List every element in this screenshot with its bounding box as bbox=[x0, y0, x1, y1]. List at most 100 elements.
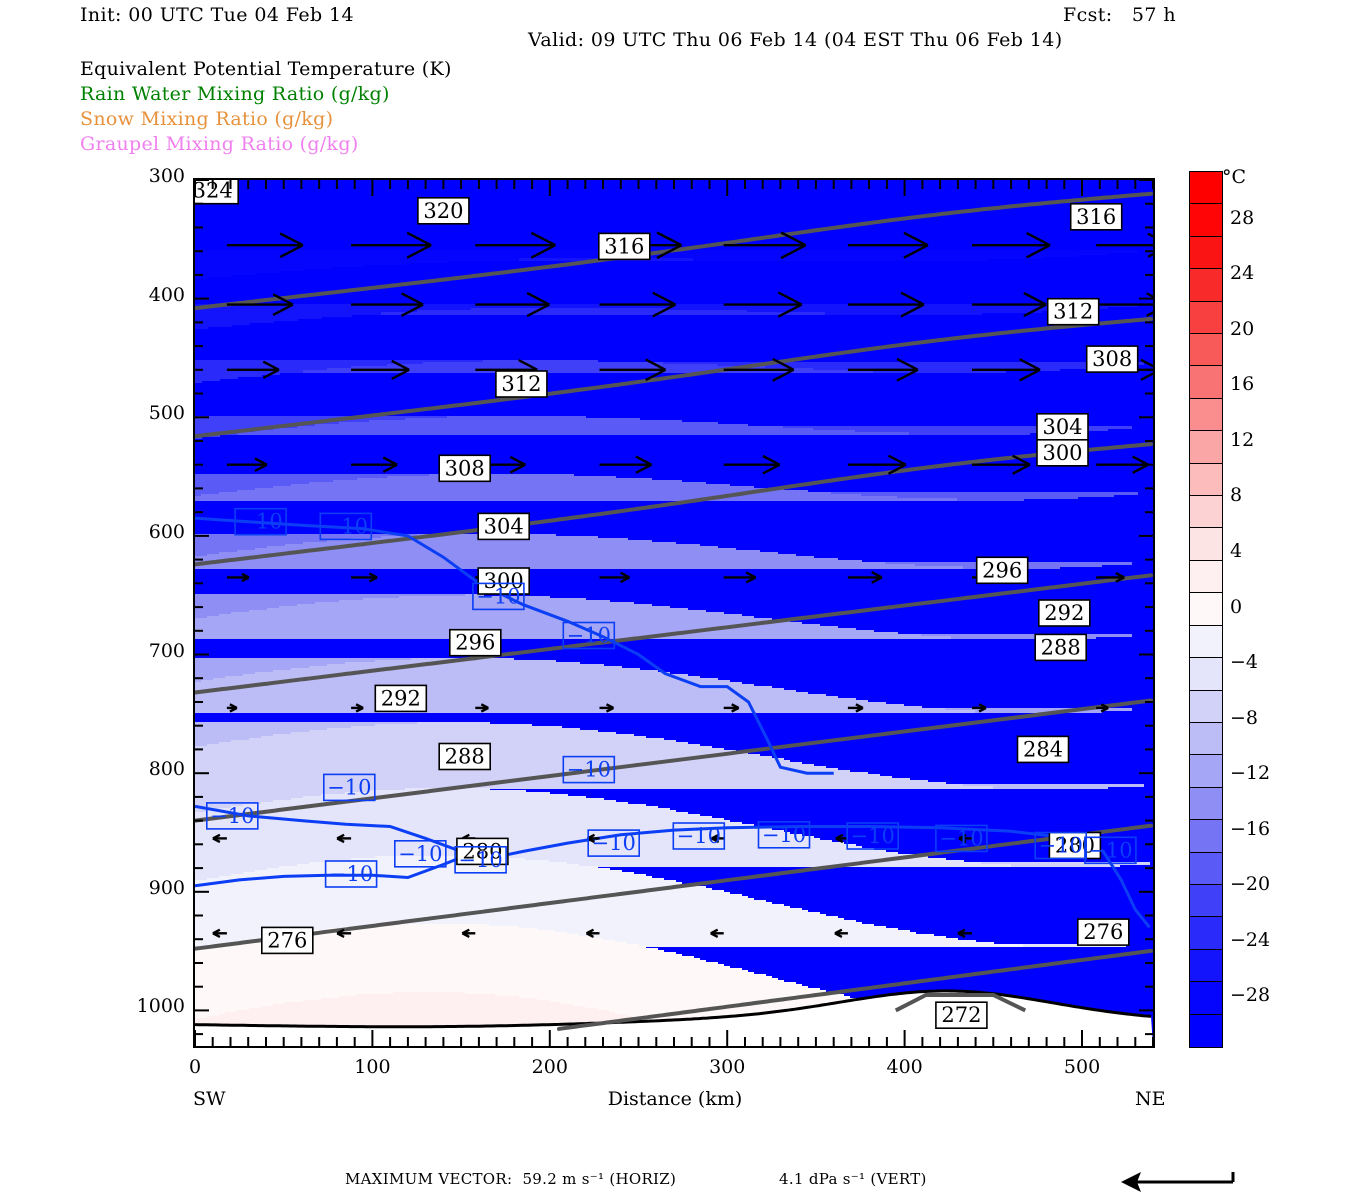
colorbar-tick-14: −28 bbox=[1230, 984, 1271, 1007]
contour-label-box bbox=[477, 567, 531, 595]
wind-vector-head bbox=[254, 457, 268, 473]
contour-label-box bbox=[438, 742, 491, 771]
colorbar-tick-7: 0 bbox=[1230, 595, 1243, 618]
y-tick-900: 900 bbox=[148, 876, 185, 899]
wind-vector-head bbox=[745, 571, 757, 584]
wind-vector-head bbox=[1132, 455, 1149, 474]
wind-vector-head bbox=[585, 928, 595, 938]
colorbar-tick-3: 16 bbox=[1230, 373, 1255, 396]
colorbar-tick-4: 12 bbox=[1230, 428, 1255, 451]
contour-label-text: 312 bbox=[1053, 300, 1093, 324]
colorbar-swatch bbox=[1190, 917, 1222, 950]
wind-vector-head bbox=[530, 231, 556, 259]
colorbar-tick-0: 28 bbox=[1230, 206, 1255, 229]
colorbar-unit-label: °C bbox=[1222, 166, 1247, 188]
wind-vector-head bbox=[711, 833, 720, 844]
legend-graupel: Graupel Mixing Ratio (g/kg) bbox=[80, 133, 359, 155]
contour-label-text: −10 bbox=[567, 758, 611, 782]
wind-vector-head bbox=[336, 833, 345, 844]
wind-vector-head bbox=[355, 703, 364, 713]
wind-vector-head bbox=[1140, 358, 1153, 381]
contour-label-text: 304 bbox=[484, 514, 524, 538]
colorbar-swatch bbox=[1190, 949, 1222, 983]
contour-label-text: 276 bbox=[267, 928, 307, 952]
wind-vector-head bbox=[834, 928, 843, 938]
contour-label-text: 308 bbox=[1092, 347, 1132, 371]
contour-label-text: 296 bbox=[455, 631, 495, 655]
contour-label-box bbox=[456, 837, 509, 866]
contour-label-box bbox=[234, 507, 287, 536]
colorbar-swatch bbox=[1190, 366, 1222, 399]
wind-vector-head bbox=[780, 231, 807, 260]
wind-vector-head bbox=[526, 291, 550, 318]
legend-rain: Rain Water Mixing Ratio (g/kg) bbox=[80, 83, 390, 105]
wind-vector-head bbox=[958, 833, 967, 844]
contour-label-box bbox=[417, 196, 470, 225]
y-tick-700: 700 bbox=[148, 639, 185, 662]
wind-vector-head bbox=[1023, 291, 1047, 318]
wind-vector-head bbox=[262, 360, 280, 379]
wind-vector-head bbox=[461, 928, 470, 938]
contour-label-text: 292 bbox=[1044, 601, 1084, 625]
contour-label-text: 316 bbox=[1076, 205, 1116, 229]
init-time-label: Init: 00 UTC Tue 04 Feb 14 bbox=[80, 4, 354, 26]
colorbar-tick-10: −12 bbox=[1230, 762, 1271, 785]
colorbar-swatch bbox=[1190, 431, 1222, 464]
contour-label-text: −10 bbox=[762, 823, 806, 847]
colorbar-tick-5: 8 bbox=[1230, 484, 1243, 507]
x-tick-200: 200 bbox=[531, 1056, 568, 1078]
contour-label-box bbox=[597, 232, 651, 261]
contour-label-box bbox=[846, 822, 900, 850]
contour-label-text: 324 bbox=[195, 180, 233, 203]
colorbar-swatch bbox=[1190, 658, 1222, 691]
colorbar-swatch bbox=[1190, 528, 1222, 561]
contour-label-text: 296 bbox=[982, 558, 1022, 582]
wind-vector-head bbox=[619, 571, 631, 584]
contour-label-text: 288 bbox=[445, 745, 485, 769]
colorbar-swatch bbox=[1190, 852, 1222, 885]
colorbar-tick-12: −20 bbox=[1230, 873, 1271, 896]
contour-label-box bbox=[1084, 836, 1137, 865]
y-tick-300: 300 bbox=[148, 165, 185, 187]
contour-label-box bbox=[1034, 633, 1088, 662]
wind-vector-head bbox=[652, 291, 677, 318]
wind-vector-head bbox=[978, 703, 987, 713]
x-tick-400: 400 bbox=[886, 1056, 923, 1078]
contour-label-box bbox=[438, 454, 491, 483]
contour-label-box bbox=[394, 839, 447, 868]
contour-label-box bbox=[1036, 413, 1089, 441]
colorbar-swatch bbox=[1190, 625, 1222, 659]
wind-vector-head bbox=[635, 455, 653, 474]
wind-vector-head bbox=[509, 455, 526, 474]
wind-vector-head bbox=[1115, 571, 1125, 583]
wind-vector-head bbox=[762, 454, 781, 475]
wind-vector-head bbox=[710, 928, 719, 938]
x-axis-title: Distance (km) bbox=[607, 1088, 743, 1110]
contour-label-text: 280 bbox=[462, 839, 502, 863]
wind-vector-head bbox=[279, 232, 304, 259]
contour-label-text: −10 bbox=[210, 804, 254, 828]
contour-label-box bbox=[672, 822, 726, 850]
colorbar-swatch bbox=[1190, 982, 1222, 1015]
colorbar-tick-9: −8 bbox=[1230, 706, 1259, 729]
theta-e-contour bbox=[195, 823, 1153, 951]
colorbar-tick-11: −16 bbox=[1230, 817, 1271, 840]
colorbar-swatch bbox=[1190, 172, 1222, 205]
wind-vector-head bbox=[382, 456, 398, 473]
wind-vector-head bbox=[391, 359, 410, 380]
cross-section-plot[interactable]: 324 320 316 312 308 304 300 296 292 288 280 276 272 3… bbox=[193, 178, 1155, 1048]
contour-label-box bbox=[477, 512, 531, 541]
x-tick-300: 300 bbox=[709, 1056, 746, 1078]
contour-label-text: 320 bbox=[423, 199, 463, 223]
wind-vector-head bbox=[1019, 358, 1041, 382]
contour-label-box bbox=[1034, 831, 1088, 860]
colorbar-swatch bbox=[1190, 334, 1222, 367]
forecast-hour-label: Fcst: 57 h bbox=[1063, 4, 1176, 26]
contour-labels: 3243203163123083043002962922882802762723… bbox=[195, 180, 1139, 1030]
contour-label-text: −10 bbox=[398, 842, 442, 866]
contour-label-text: −10 bbox=[592, 831, 636, 855]
x-axis-left-end: SW bbox=[193, 1088, 226, 1110]
colorbar-swatch bbox=[1190, 593, 1222, 626]
x-tick-100: 100 bbox=[354, 1056, 391, 1078]
contour-label-text: 304 bbox=[1042, 415, 1082, 439]
